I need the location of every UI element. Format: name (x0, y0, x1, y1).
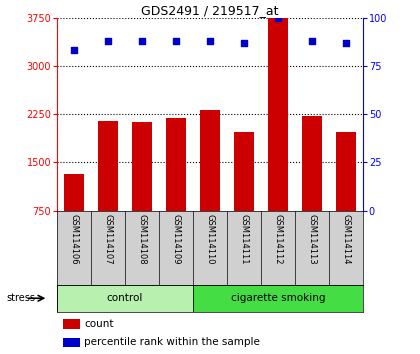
Text: GSM114110: GSM114110 (205, 214, 215, 265)
Text: percentile rank within the sample: percentile rank within the sample (84, 337, 260, 347)
Text: GSM114112: GSM114112 (274, 214, 283, 265)
Point (241, 40, 247, 46)
Point (139, 38, 145, 44)
Bar (131, 122, 152, 211)
Bar (166, 118, 186, 211)
Point (71, 48, 77, 53)
Bar (63, 174, 84, 211)
Bar (57, 285, 193, 312)
Bar (200, 110, 220, 211)
Text: GSM114107: GSM114107 (103, 214, 112, 265)
Bar (336, 132, 357, 211)
Bar (193, 285, 363, 312)
Point (343, 40, 349, 46)
Title: GDS2491 / 219517_at: GDS2491 / 219517_at (141, 4, 279, 17)
Point (105, 38, 111, 44)
Point (207, 38, 213, 44)
Text: stress: stress (6, 293, 35, 303)
Bar (63, 319, 80, 329)
Text: count: count (84, 319, 114, 329)
Bar (234, 132, 254, 211)
Text: GSM114114: GSM114114 (342, 214, 351, 265)
Text: GSM114108: GSM114108 (137, 214, 146, 265)
Text: cigarette smoking: cigarette smoking (231, 293, 326, 303)
Bar (63, 338, 80, 347)
Text: GSM114111: GSM114111 (239, 214, 249, 265)
Text: GSM114113: GSM114113 (308, 214, 317, 265)
Text: GSM114109: GSM114109 (171, 214, 181, 265)
Point (275, 15, 281, 21)
Text: GSM114106: GSM114106 (69, 214, 78, 265)
Text: control: control (107, 293, 143, 303)
Bar (302, 116, 323, 211)
Point (173, 38, 179, 44)
Bar (268, 18, 289, 211)
Bar (97, 121, 118, 211)
Point (309, 38, 315, 44)
